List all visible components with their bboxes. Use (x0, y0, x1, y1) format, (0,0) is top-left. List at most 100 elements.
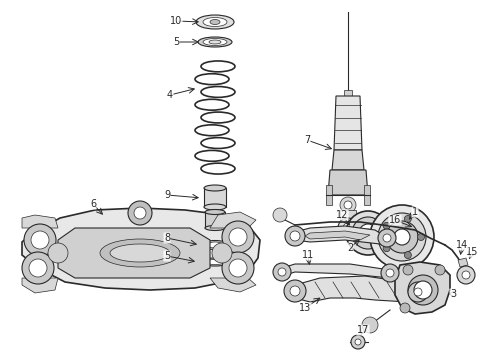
Circle shape (362, 317, 378, 333)
Circle shape (351, 335, 365, 349)
Circle shape (338, 218, 358, 238)
Text: 13: 13 (299, 303, 311, 313)
Ellipse shape (100, 239, 180, 267)
Text: 11: 11 (302, 250, 314, 260)
Circle shape (285, 226, 305, 246)
Circle shape (343, 223, 353, 233)
Ellipse shape (205, 225, 225, 230)
Circle shape (462, 271, 470, 279)
Circle shape (273, 263, 291, 281)
Circle shape (383, 245, 390, 252)
Polygon shape (458, 258, 468, 267)
Text: 16: 16 (389, 215, 401, 225)
Circle shape (344, 201, 352, 209)
Polygon shape (205, 212, 225, 228)
Circle shape (394, 229, 410, 245)
Circle shape (364, 229, 372, 237)
Circle shape (284, 280, 306, 302)
Text: 7: 7 (304, 135, 310, 145)
Text: 15: 15 (466, 247, 478, 257)
Polygon shape (210, 278, 256, 292)
Circle shape (414, 288, 422, 296)
Circle shape (212, 243, 232, 263)
Circle shape (229, 259, 247, 277)
Circle shape (404, 215, 412, 222)
Polygon shape (295, 226, 388, 244)
Text: 10: 10 (170, 16, 182, 26)
Circle shape (404, 252, 412, 258)
Circle shape (273, 208, 287, 222)
Circle shape (340, 197, 356, 213)
Circle shape (29, 259, 47, 277)
Text: 9: 9 (164, 190, 170, 200)
Circle shape (359, 224, 377, 242)
Ellipse shape (201, 240, 229, 249)
Circle shape (457, 266, 475, 284)
Text: 3: 3 (450, 289, 456, 299)
Ellipse shape (205, 260, 225, 265)
Polygon shape (340, 210, 356, 228)
Circle shape (352, 217, 384, 249)
Text: 2: 2 (347, 243, 353, 253)
Circle shape (378, 213, 426, 261)
Ellipse shape (209, 40, 221, 44)
Polygon shape (395, 262, 450, 314)
Circle shape (378, 229, 396, 247)
Circle shape (222, 252, 254, 284)
Circle shape (346, 211, 390, 255)
Circle shape (355, 339, 361, 345)
Circle shape (222, 221, 254, 253)
Text: 17: 17 (357, 325, 369, 335)
Ellipse shape (205, 210, 225, 215)
Circle shape (31, 231, 49, 249)
Ellipse shape (204, 185, 226, 191)
Text: 5: 5 (173, 37, 179, 47)
Text: 5: 5 (164, 251, 170, 261)
Circle shape (370, 205, 434, 269)
Polygon shape (22, 215, 58, 228)
Circle shape (229, 228, 247, 246)
Circle shape (24, 224, 56, 256)
Circle shape (400, 303, 410, 313)
Circle shape (278, 268, 286, 276)
Circle shape (417, 234, 424, 240)
Ellipse shape (207, 242, 223, 248)
Circle shape (386, 221, 418, 253)
Circle shape (414, 281, 432, 299)
Polygon shape (328, 170, 368, 195)
Text: 6: 6 (90, 199, 96, 209)
Ellipse shape (204, 204, 226, 210)
Polygon shape (58, 228, 210, 278)
Polygon shape (305, 231, 370, 240)
Polygon shape (364, 185, 370, 205)
Polygon shape (22, 278, 58, 293)
Circle shape (435, 265, 445, 275)
Ellipse shape (203, 39, 227, 45)
Circle shape (408, 282, 428, 302)
Circle shape (290, 231, 300, 241)
Circle shape (134, 207, 146, 219)
Circle shape (128, 201, 152, 225)
Text: 8: 8 (164, 233, 170, 243)
Circle shape (48, 243, 68, 263)
Polygon shape (332, 150, 364, 170)
Text: 1: 1 (412, 207, 418, 217)
Circle shape (290, 286, 300, 296)
Circle shape (403, 265, 413, 275)
Ellipse shape (196, 15, 234, 29)
Polygon shape (292, 276, 420, 302)
Text: 12: 12 (336, 210, 348, 220)
Text: 4: 4 (167, 90, 173, 100)
Polygon shape (204, 188, 226, 207)
Polygon shape (334, 96, 362, 150)
Ellipse shape (203, 18, 227, 27)
Circle shape (383, 234, 391, 242)
Circle shape (383, 222, 390, 229)
Ellipse shape (110, 244, 170, 262)
Text: 14: 14 (456, 240, 468, 250)
Circle shape (386, 269, 394, 277)
Circle shape (22, 252, 54, 284)
Polygon shape (282, 264, 390, 278)
Circle shape (408, 275, 438, 305)
Circle shape (381, 264, 399, 282)
